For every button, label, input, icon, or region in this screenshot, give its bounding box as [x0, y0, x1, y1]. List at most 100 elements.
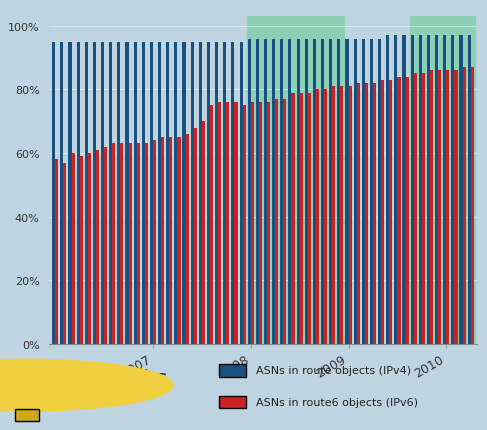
Bar — [72, 154, 75, 344]
Bar — [76, 43, 80, 344]
Bar — [411, 36, 414, 344]
Bar — [88, 154, 91, 344]
Bar — [259, 103, 262, 344]
Bar — [158, 43, 161, 344]
Bar — [345, 40, 349, 344]
Bar — [120, 144, 124, 344]
Bar — [354, 40, 356, 344]
Bar — [52, 43, 55, 344]
Bar — [264, 40, 267, 344]
Bar — [153, 141, 156, 344]
Bar — [190, 43, 194, 344]
Bar — [161, 138, 164, 344]
Bar — [471, 68, 474, 344]
Bar — [68, 43, 72, 344]
Bar — [166, 43, 169, 344]
Bar — [288, 40, 292, 344]
Bar — [378, 40, 381, 344]
Bar — [362, 40, 365, 344]
Text: ASNs in route6 objects (IPv6): ASNs in route6 objects (IPv6) — [256, 396, 418, 407]
Bar — [80, 157, 83, 344]
Bar — [117, 43, 120, 344]
Bar — [406, 77, 409, 344]
Bar — [202, 122, 205, 344]
Bar — [340, 87, 343, 344]
Bar — [248, 40, 251, 344]
Bar — [454, 71, 458, 344]
Bar — [316, 90, 319, 344]
Bar — [397, 77, 400, 344]
Text: ASNs in route objects (IPv4): ASNs in route objects (IPv4) — [256, 365, 411, 375]
Bar — [234, 103, 238, 344]
Bar — [414, 74, 417, 344]
Bar — [101, 43, 104, 344]
Circle shape — [0, 359, 173, 411]
Bar — [370, 40, 373, 344]
Bar — [231, 43, 234, 344]
Bar — [337, 40, 340, 344]
Bar — [129, 144, 131, 344]
Bar — [280, 40, 283, 344]
Bar — [275, 100, 278, 344]
Bar — [256, 40, 259, 344]
Bar — [60, 43, 63, 344]
Bar — [349, 87, 352, 344]
Bar — [183, 43, 186, 344]
Bar — [430, 71, 433, 344]
Bar — [194, 128, 197, 344]
Bar — [150, 43, 153, 344]
Bar — [55, 160, 58, 344]
Bar — [446, 71, 450, 344]
Bar — [365, 84, 368, 344]
Bar — [109, 43, 112, 344]
Bar — [96, 150, 99, 344]
Bar — [321, 40, 324, 344]
Bar — [169, 138, 172, 344]
Bar — [142, 43, 145, 344]
Bar — [207, 43, 210, 344]
Bar — [419, 36, 422, 344]
Bar — [240, 43, 243, 344]
Bar — [226, 103, 229, 344]
Bar — [177, 138, 181, 344]
Text: Labs: Labs — [119, 369, 168, 388]
Bar — [443, 36, 446, 344]
Bar — [386, 36, 389, 344]
Bar — [247, 17, 344, 344]
Bar — [373, 84, 376, 344]
Bar — [174, 43, 177, 344]
Bar — [308, 93, 311, 344]
Bar — [199, 43, 202, 344]
FancyBboxPatch shape — [219, 396, 246, 408]
Bar — [85, 43, 88, 344]
Bar — [463, 68, 466, 344]
Bar — [215, 43, 218, 344]
Bar — [251, 103, 254, 344]
Bar — [356, 84, 360, 344]
FancyBboxPatch shape — [219, 364, 246, 377]
Bar — [468, 36, 471, 344]
Bar — [93, 43, 96, 344]
Bar — [137, 144, 140, 344]
Bar — [402, 36, 406, 344]
Bar — [63, 163, 66, 344]
Bar — [435, 36, 438, 344]
Bar — [329, 40, 332, 344]
Bar — [451, 36, 454, 344]
Bar — [381, 81, 384, 344]
Bar — [186, 135, 188, 344]
Bar — [267, 103, 270, 344]
Bar — [305, 40, 308, 344]
Bar — [410, 17, 475, 344]
FancyBboxPatch shape — [15, 409, 39, 421]
Bar — [300, 93, 303, 344]
Bar — [460, 36, 463, 344]
Bar — [133, 43, 137, 344]
Bar — [427, 36, 430, 344]
Bar — [422, 74, 425, 344]
Bar — [243, 106, 246, 344]
Bar — [126, 43, 129, 344]
Bar — [210, 106, 213, 344]
Bar — [389, 81, 393, 344]
Bar — [104, 147, 107, 344]
